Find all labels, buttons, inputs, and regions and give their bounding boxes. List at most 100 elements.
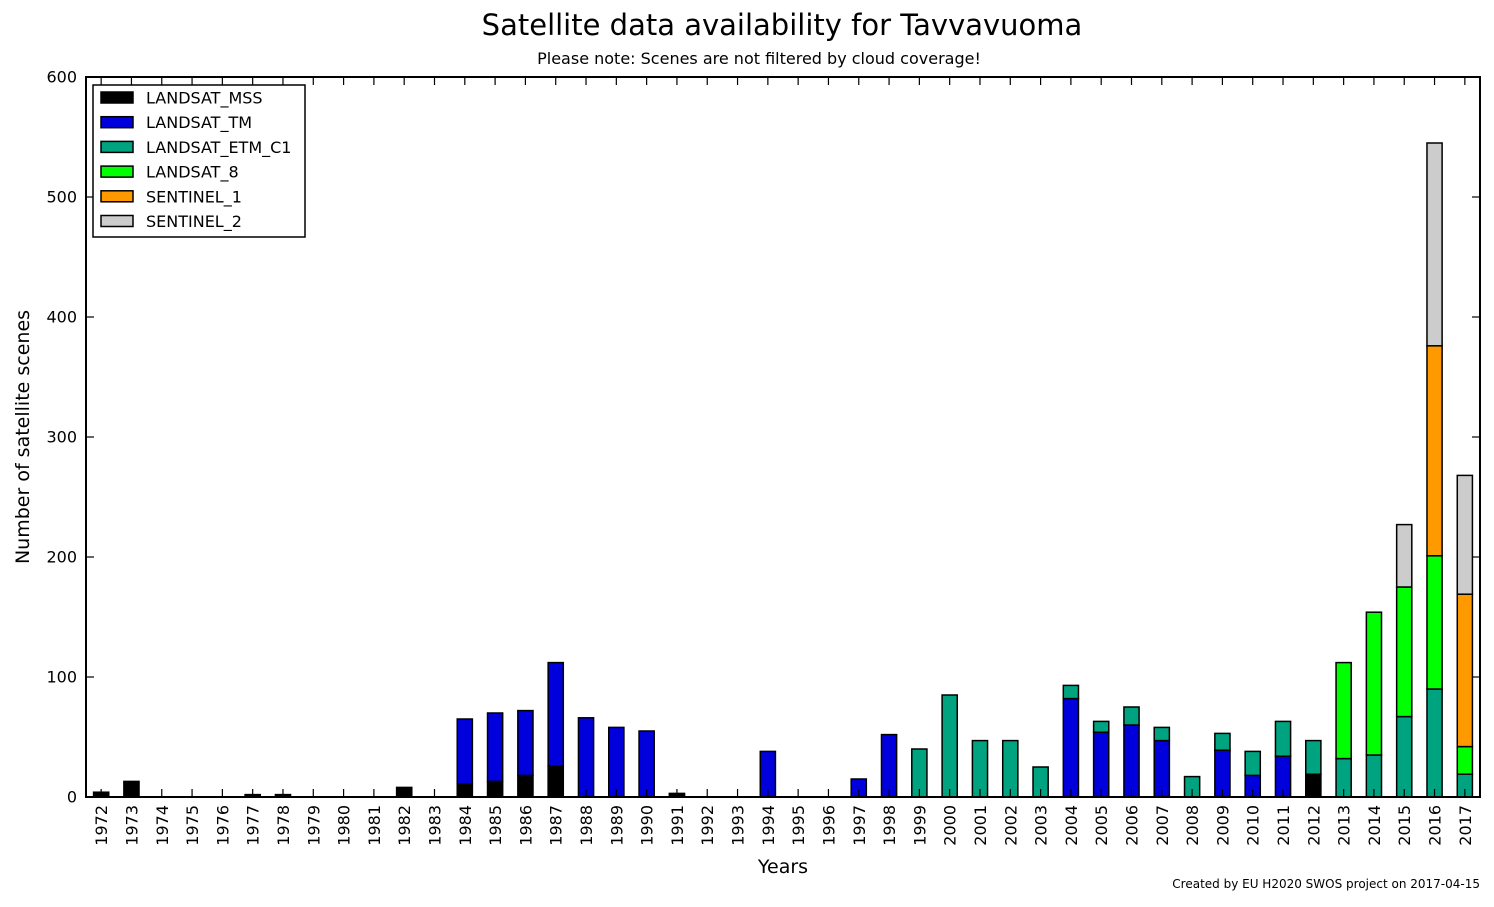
legend-swatch-landsat_mss [100,91,134,104]
x-tick-label-1983: 1983 [426,805,445,846]
bar-sentinel_2-2016 [1426,142,1443,347]
bar-landsat_etm_c1-2009 [1214,732,1231,751]
bar-landsat_tm-1984 [456,718,474,785]
x-tick-label-1994: 1994 [759,805,778,846]
bar-landsat_tm-1998 [880,733,898,798]
x-tick-label-2013: 2013 [1335,805,1354,846]
y-tick-label: 100 [46,668,77,687]
bar-landsat_etm_c1-2012 [1305,739,1322,775]
x-tick-label-1988: 1988 [577,805,596,846]
x-tick-label-1993: 1993 [729,805,748,846]
bar-landsat_8-2014 [1365,611,1383,756]
legend-swatch-sentinel_1 [100,190,134,203]
bar-landsat_etm_c1-2006 [1123,706,1140,726]
legend-label-landsat_8: LANDSAT_8 [146,163,239,183]
x-tick-label-2008: 2008 [1183,805,1202,846]
bar-sentinel_2-2015 [1395,523,1413,588]
chart-subtitle: Please note: Scenes are not filtered by … [537,49,981,68]
bar-sentinel_2-2017 [1456,474,1474,595]
bar-landsat_tm-1988 [577,717,595,798]
legend-label-landsat_tm: LANDSAT_TM [146,113,252,133]
x-axis-label: Years [757,856,808,878]
legend-box [92,84,306,238]
bar-sentinel_1-2016 [1426,345,1443,557]
bar-landsat_tm-2005 [1092,731,1110,798]
x-tick-label-2000: 2000 [941,805,960,846]
x-tick-label-2004: 2004 [1062,805,1081,846]
bar-landsat_etm_c1-2007 [1153,726,1171,742]
x-tick-label-2012: 2012 [1304,805,1323,846]
y-tick-label: 200 [46,548,77,567]
x-tick-label-1987: 1987 [547,805,566,846]
x-tick-label-1979: 1979 [304,805,323,846]
x-tick-label-1978: 1978 [274,805,293,846]
legend-swatch-landsat_8 [100,165,134,178]
x-tick-label-2014: 2014 [1365,805,1384,846]
legend: LANDSAT_MSS LANDSAT_TM LANDSAT_ETM_C1 LANDS… [92,84,306,238]
x-tick-label-1997: 1997 [850,805,869,846]
x-tick-label-2001: 2001 [971,805,990,846]
x-tick-label-1976: 1976 [213,805,232,846]
bar-landsat_tm-1986 [517,709,534,777]
bar-landsat_8-2013 [1335,661,1352,760]
x-tick-label-1981: 1981 [365,805,384,846]
x-tick-label-2006: 2006 [1123,805,1142,846]
x-tick-label-1999: 1999 [910,805,929,846]
x-tick-label-1992: 1992 [698,805,717,846]
legend-label-landsat_etm_c1: LANDSAT_ETM_C1 [146,138,291,158]
bar-landsat_tm-2004 [1062,697,1080,798]
x-tick-label-2015: 2015 [1395,805,1414,846]
bar-landsat_tm-1989 [608,726,625,798]
y-tick-label: 600 [46,68,77,87]
credit-note: Created by EU H2020 SWOS project on 2017… [1172,877,1480,891]
bar-landsat_etm_c1-2011 [1274,720,1292,757]
x-tick-label-1989: 1989 [607,805,626,846]
x-tick-label-2010: 2010 [1244,805,1263,846]
bar-landsat_etm_c1-2004 [1062,684,1080,700]
x-tick-label-1985: 1985 [486,805,505,846]
bar-landsat_etm_c1-2005 [1092,720,1110,733]
legend-swatch-sentinel_2 [100,214,134,228]
bars-group [92,142,1474,798]
bar-landsat_etm_c1-2015 [1395,715,1413,798]
x-tick-label-2005: 2005 [1092,805,1111,846]
bar-landsat_tm-2006 [1123,724,1140,798]
legend-swatch-landsat_etm_c1 [100,140,134,154]
x-tick-label-1990: 1990 [638,805,657,846]
legend-label-sentinel_2: SENTINEL_2 [146,212,242,232]
x-tick-label-2017: 2017 [1456,805,1475,846]
x-tick-label-1975: 1975 [183,805,202,846]
x-tick-label-1973: 1973 [122,805,141,846]
x-tick-label-2003: 2003 [1032,805,1051,846]
bar-landsat_tm-2007 [1153,739,1171,798]
x-tick-label-1972: 1972 [92,805,111,846]
bar-landsat_etm_c1-2010 [1244,750,1262,777]
y-tick-label: 400 [46,308,77,327]
legend-label-sentinel_1: SENTINEL_1 [146,187,242,207]
x-tick-label-2002: 2002 [1001,805,1020,846]
bar-landsat_tm-1987 [547,661,565,767]
y-tick-label: 300 [46,428,77,447]
bar-landsat_etm_c1-2001 [971,739,989,798]
x-tick-label-1996: 1996 [819,805,838,846]
y-axis-label: Number of satellite scenes [12,310,34,564]
bar-landsat_etm_c1-2000 [941,694,958,798]
x-tick-label-2011: 2011 [1274,805,1293,846]
chart-title: Satellite data availability for Tavvavuo… [481,8,1083,42]
x-tick-label-1991: 1991 [668,805,687,846]
bar-landsat_etm_c1-2016 [1426,688,1443,798]
x-tick-label-1998: 1998 [880,805,899,846]
x-tick-label-2007: 2007 [1153,805,1172,846]
x-tick-label-1984: 1984 [456,805,475,846]
x-tick-label-1977: 1977 [244,805,263,846]
legend-swatch-landsat_tm [100,115,134,129]
x-tick-label-1974: 1974 [153,805,172,846]
x-tick-label-1995: 1995 [789,805,808,846]
x-tick-label-1980: 1980 [335,805,354,846]
x-tick-label-1986: 1986 [516,805,535,846]
bar-landsat_8-2015 [1395,586,1413,718]
y-tick-label: 0 [67,788,77,807]
bar-landsat_etm_c1-2002 [1001,739,1019,798]
bar-landsat_8-2016 [1426,555,1443,690]
